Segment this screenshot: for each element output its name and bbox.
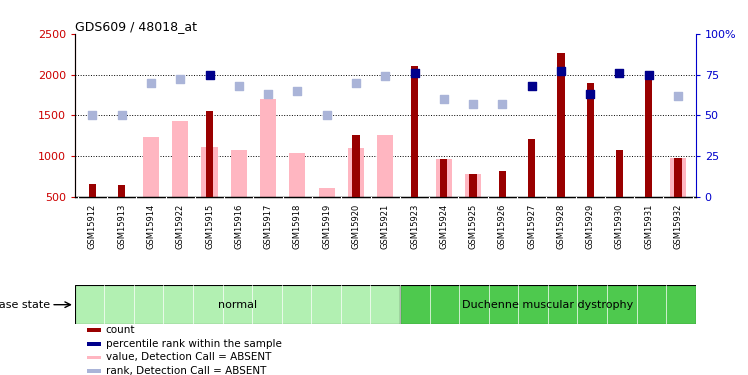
Point [613,70,625,76]
Text: disease state: disease state [0,300,49,310]
Point [350,80,362,86]
Text: percentile rank within the sample: percentile rank within the sample [106,339,282,349]
Bar [377,135,393,197]
Point [497,101,509,107]
Point [643,72,654,78]
Bar [172,121,188,197]
Text: GSM15922: GSM15922 [176,204,185,249]
Bar [400,285,696,324]
Point [672,93,684,99]
Bar [230,150,247,197]
Point [438,96,450,102]
Text: GSM15927: GSM15927 [527,204,536,249]
Bar [75,285,400,324]
Point [116,112,128,118]
Bar [465,174,481,197]
Text: GSM15918: GSM15918 [293,204,302,249]
Bar [436,159,452,197]
Point [145,80,157,86]
Text: Duchenne muscular dystrophy: Duchenne muscular dystrophy [462,300,634,310]
Point [526,83,538,89]
Bar [586,83,594,197]
Point [555,68,567,74]
Text: normal: normal [218,300,257,310]
Text: GDS609 / 48018_at: GDS609 / 48018_at [75,20,197,33]
Text: GSM15916: GSM15916 [234,204,243,249]
Point [584,91,596,97]
Bar [88,328,101,332]
Bar [645,78,652,197]
Bar [411,66,418,197]
Point [262,91,274,97]
Text: count: count [106,325,135,335]
Point [321,112,333,118]
Bar [89,184,96,197]
Point [233,83,245,89]
Bar [201,147,218,197]
Text: GSM15928: GSM15928 [557,204,565,249]
Point [379,73,391,79]
Bar [470,174,476,197]
Bar [616,150,623,197]
Text: rank, Detection Call = ABSENT: rank, Detection Call = ABSENT [106,366,266,375]
Bar [528,139,536,197]
Bar [352,135,360,197]
Bar [319,188,334,197]
Bar [675,158,681,197]
Bar [670,158,686,197]
Bar [260,99,276,197]
Point [292,88,304,94]
Point [86,112,98,118]
Bar [499,171,506,197]
Text: GSM15921: GSM15921 [381,204,390,249]
Text: GSM15915: GSM15915 [205,204,214,249]
Text: GSM15929: GSM15929 [586,204,595,249]
Bar [289,153,305,197]
Point [174,76,186,82]
Bar [348,148,364,197]
Bar [440,159,447,197]
Text: GSM15920: GSM15920 [352,204,361,249]
Text: GSM15917: GSM15917 [263,204,272,249]
Bar [88,369,101,373]
Text: GSM15931: GSM15931 [644,204,653,249]
Point [408,70,420,76]
Text: GSM15930: GSM15930 [615,204,624,249]
Text: GSM15919: GSM15919 [322,204,331,249]
Text: GSM15923: GSM15923 [410,204,419,249]
Point [467,101,479,107]
Text: GSM15914: GSM15914 [147,204,156,249]
Text: GSM15924: GSM15924 [439,204,448,249]
Text: GSM15912: GSM15912 [88,204,97,249]
Text: GSM15925: GSM15925 [468,204,477,249]
Bar [88,342,101,346]
Bar [88,356,101,359]
Bar [557,53,565,197]
Point [203,72,215,78]
Bar [143,136,159,197]
Text: value, Detection Call = ABSENT: value, Detection Call = ABSENT [106,352,272,363]
Text: GSM15926: GSM15926 [498,204,507,249]
Bar [206,111,213,197]
Bar [118,184,126,197]
Text: GSM15913: GSM15913 [117,204,126,249]
Text: GSM15932: GSM15932 [673,204,683,249]
